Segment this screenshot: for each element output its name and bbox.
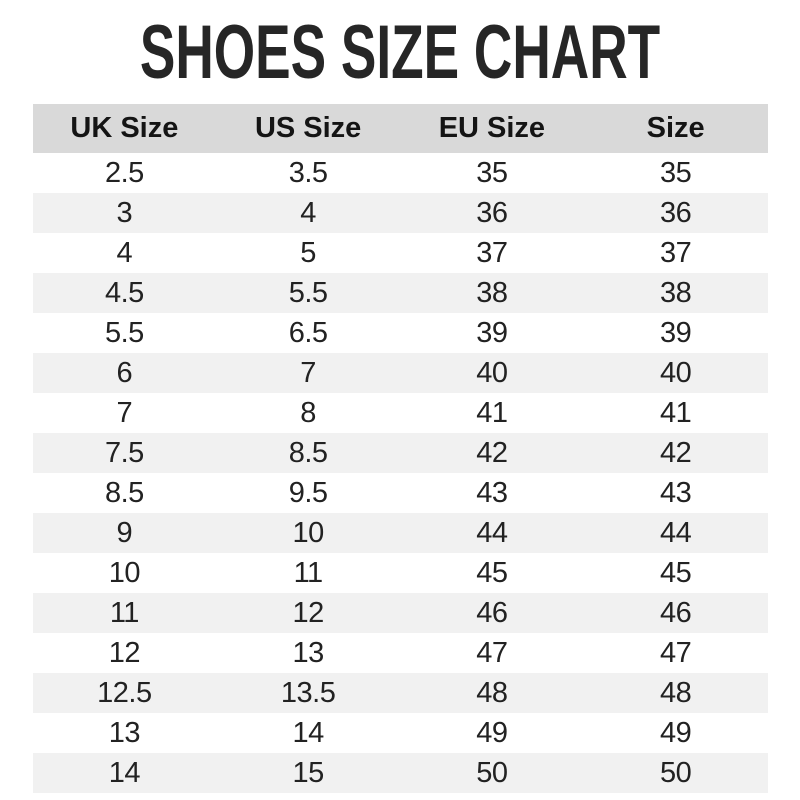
size-cell: 9.5	[216, 473, 400, 513]
size-cell: 46	[583, 593, 768, 633]
size-cell: 43	[400, 473, 584, 513]
size-cell: 48	[400, 673, 584, 713]
table-header: UK Size US Size EU Size Size	[32, 104, 768, 153]
size-cell: 37	[583, 233, 768, 273]
table-row: 12 13 47 47	[32, 633, 768, 673]
table-row: 5.5 6.5 39 39	[32, 313, 768, 353]
size-cell: 49	[583, 713, 768, 753]
size-cell: 12.5	[32, 673, 217, 713]
size-cell: 9	[32, 513, 217, 553]
size-cell: 42	[400, 433, 584, 473]
size-cell: 13	[216, 633, 400, 673]
table-row: 8.5 9.5 43 43	[32, 473, 768, 513]
size-cell: 43	[583, 473, 768, 513]
table-row: 11 12 46 46	[32, 593, 768, 633]
table-row: 6 7 40 40	[32, 353, 768, 393]
size-cell: 11	[32, 593, 217, 633]
table-row: 4 5 37 37	[32, 233, 768, 273]
size-cell: 2.5	[32, 153, 217, 193]
size-cell: 6	[32, 353, 217, 393]
size-cell: 37	[400, 233, 584, 273]
size-cell: 35	[400, 153, 584, 193]
size-cell: 38	[400, 273, 584, 313]
size-cell: 38	[583, 273, 768, 313]
size-cell: 35	[583, 153, 768, 193]
table-row: 13 14 49 49	[32, 713, 768, 753]
size-cell: 42	[583, 433, 768, 473]
size-cell: 41	[583, 393, 768, 433]
size-cell: 7	[216, 353, 400, 393]
size-cell: 11	[216, 553, 400, 593]
size-cell: 50	[583, 753, 768, 793]
size-cell: 47	[583, 633, 768, 673]
size-cell: 46	[400, 593, 584, 633]
size-cell: 7.5	[32, 433, 217, 473]
size-cell: 7	[32, 393, 217, 433]
size-cell: 41	[400, 393, 584, 433]
table-body: 2.5 3.5 35 35 3 4 36 36 4 5 37 37 4.5 5.5 38 38 5.5 6.5 39…	[32, 153, 768, 793]
size-cell: 3.5	[216, 153, 400, 193]
size-cell: 15	[216, 753, 400, 793]
size-cell: 14	[32, 753, 217, 793]
size-chart-table: UK Size US Size EU Size Size 2.5 3.5 35 35 3 4 36…	[32, 104, 768, 793]
column-header: UK Size	[32, 104, 217, 153]
size-cell: 48	[583, 673, 768, 713]
table-row: 7.5 8.5 42 42	[32, 433, 768, 473]
size-cell: 4.5	[32, 273, 217, 313]
size-cell: 5	[216, 233, 400, 273]
size-cell: 39	[400, 313, 584, 353]
size-cell: 8.5	[216, 433, 400, 473]
size-cell: 10	[32, 553, 217, 593]
size-cell: 13	[32, 713, 217, 753]
column-header: Size	[583, 104, 768, 153]
size-cell: 10	[216, 513, 400, 553]
size-cell: 12	[216, 593, 400, 633]
size-cell: 8	[216, 393, 400, 433]
size-cell: 50	[400, 753, 584, 793]
size-cell: 36	[583, 193, 768, 233]
table-row: 12.5 13.5 48 48	[32, 673, 768, 713]
table-row: 9 10 44 44	[32, 513, 768, 553]
table-row: 3 4 36 36	[32, 193, 768, 233]
size-cell: 47	[400, 633, 584, 673]
table-row: 4.5 5.5 38 38	[32, 273, 768, 313]
size-cell: 4	[216, 193, 400, 233]
size-cell: 4	[32, 233, 217, 273]
size-cell: 5.5	[32, 313, 217, 353]
size-cell: 40	[583, 353, 768, 393]
size-cell: 6.5	[216, 313, 400, 353]
page-title: SHOES SIZE CHART	[139, 10, 661, 95]
header-row: UK Size US Size EU Size Size	[32, 104, 768, 153]
size-cell: 39	[583, 313, 768, 353]
size-cell: 45	[583, 553, 768, 593]
size-cell: 45	[400, 553, 584, 593]
size-cell: 44	[583, 513, 768, 553]
size-cell: 49	[400, 713, 584, 753]
column-header: US Size	[216, 104, 400, 153]
table-row: 2.5 3.5 35 35	[32, 153, 768, 193]
size-cell: 12	[32, 633, 217, 673]
size-cell: 36	[400, 193, 584, 233]
table-row: 10 11 45 45	[32, 553, 768, 593]
size-cell: 13.5	[216, 673, 400, 713]
size-cell: 40	[400, 353, 584, 393]
size-cell: 5.5	[216, 273, 400, 313]
table-row: 7 8 41 41	[32, 393, 768, 433]
size-cell: 14	[216, 713, 400, 753]
size-cell: 8.5	[32, 473, 217, 513]
size-cell: 3	[32, 193, 217, 233]
table-row: 14 15 50 50	[32, 753, 768, 793]
size-cell: 44	[400, 513, 584, 553]
column-header: EU Size	[400, 104, 584, 153]
